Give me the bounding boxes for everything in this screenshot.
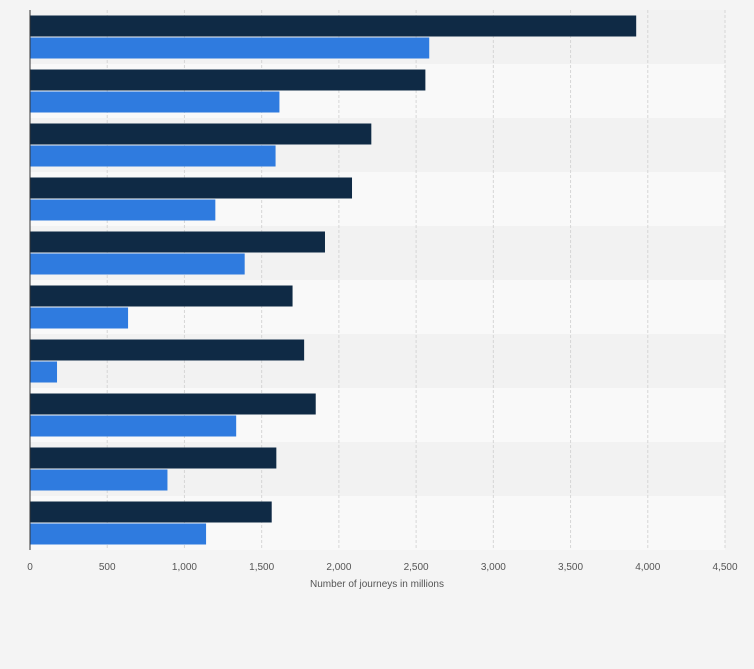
bar-series-1 <box>30 123 372 145</box>
bars <box>30 15 637 545</box>
bar-series-2 <box>30 253 245 275</box>
bar-series-1 <box>30 15 637 37</box>
x-tick-label: 4,000 <box>635 562 660 573</box>
x-tick-label: 3,500 <box>558 562 583 573</box>
bar-series-1 <box>30 501 272 523</box>
bar-series-2 <box>30 145 276 167</box>
x-axis-title: Number of journeys in millions <box>310 579 444 590</box>
bar-series-1 <box>30 231 325 253</box>
bar-series-2 <box>30 307 129 329</box>
bar-series-1 <box>30 393 316 415</box>
x-tick-labels: 0 500 1,000 1,500 2,000 2,500 3,000 3,500 4,000 4… <box>27 562 738 573</box>
bar-series-2 <box>30 199 216 221</box>
bar-series-2 <box>30 415 237 437</box>
bar-series-1 <box>30 177 353 199</box>
x-tick-label: 4,500 <box>712 562 737 573</box>
bar-series-2 <box>30 37 430 59</box>
x-tick-label: 500 <box>99 562 116 573</box>
bar-series-2 <box>30 523 207 545</box>
bar-series-2 <box>30 91 280 113</box>
bar-series-2 <box>30 361 58 383</box>
x-tick-label: 2,500 <box>404 562 429 573</box>
bar-series-1 <box>30 339 305 361</box>
x-tick-label: 0 <box>27 562 33 573</box>
bar-series-2 <box>30 469 168 491</box>
x-tick-label: 2,000 <box>326 562 351 573</box>
bar-series-1 <box>30 69 426 91</box>
row-bands <box>30 10 725 550</box>
x-tick-label: 3,000 <box>481 562 506 573</box>
x-tick-label: 1,500 <box>249 562 274 573</box>
x-tick-label: 1,000 <box>172 562 197 573</box>
bar-series-1 <box>30 447 277 469</box>
bar-series-1 <box>30 285 293 307</box>
